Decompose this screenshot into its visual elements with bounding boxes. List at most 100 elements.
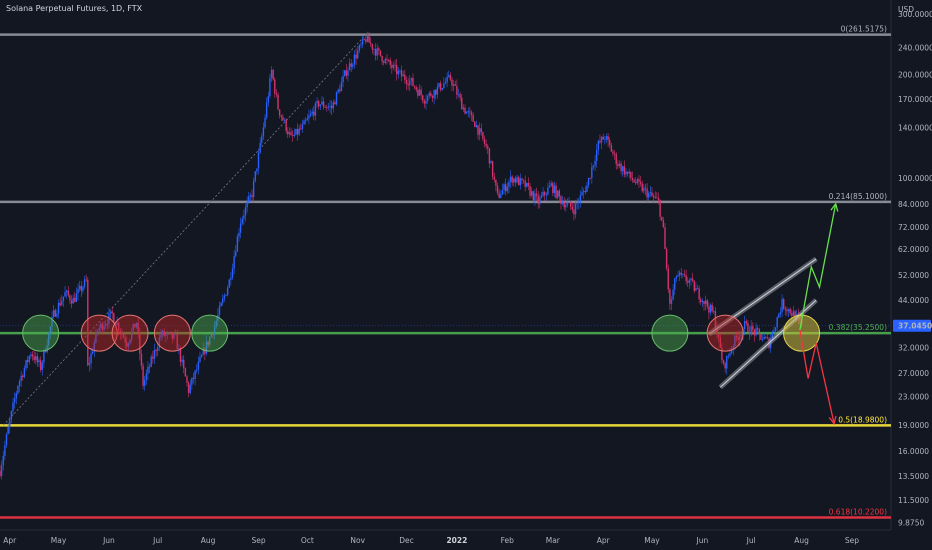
candle-body	[674, 278, 676, 290]
candle-body	[28, 356, 30, 362]
candle-body	[303, 120, 305, 125]
candle-body	[135, 322, 138, 328]
x-tick-label: May	[644, 536, 660, 545]
candle-body	[422, 95, 424, 101]
candle-body	[197, 361, 200, 370]
zone-circle-red	[706, 314, 744, 352]
candle-body	[581, 192, 583, 196]
candle-body	[396, 65, 398, 75]
candle-body	[4, 445, 6, 456]
candle-body	[711, 304, 713, 312]
candle-body	[350, 63, 352, 67]
candle-body	[373, 49, 375, 51]
candle-body	[272, 69, 274, 80]
candle-body	[113, 313, 115, 323]
candle-body	[46, 345, 48, 352]
y-tick-label: 72.0000	[898, 223, 929, 232]
candle-body	[65, 290, 68, 293]
candle-body	[576, 202, 578, 204]
y-tick-label: 9.8750	[898, 519, 924, 528]
candle-body	[620, 163, 622, 172]
candle-body	[139, 333, 141, 354]
candle-body	[39, 360, 42, 371]
candle-body	[654, 197, 656, 199]
candle-body	[431, 95, 434, 98]
candle-body	[610, 144, 613, 152]
candle-body	[335, 92, 338, 105]
candle-body	[509, 176, 512, 182]
candle-body	[311, 111, 313, 114]
candle-body	[443, 83, 445, 89]
candle-body	[83, 279, 86, 287]
candle-body	[20, 375, 22, 382]
candle-body	[126, 342, 128, 347]
candle-body	[726, 355, 728, 369]
candle-body	[379, 50, 382, 56]
candle-body	[171, 332, 174, 339]
candle-body	[392, 64, 395, 68]
x-tick-label: Jun	[696, 536, 709, 545]
candle-body	[552, 183, 554, 194]
candle-body	[467, 111, 469, 113]
candle-body	[184, 368, 187, 377]
candle-body	[439, 83, 442, 90]
candle-body	[52, 310, 55, 317]
candle-body	[122, 334, 125, 338]
candle-body	[448, 75, 450, 77]
candle-body	[560, 196, 562, 204]
candle-body	[370, 42, 372, 45]
candle-body	[495, 179, 497, 186]
candle-body	[462, 107, 465, 110]
candle-body	[578, 202, 580, 203]
candle-body	[622, 166, 624, 172]
candle-body	[249, 195, 252, 197]
candle-body	[765, 337, 767, 338]
candle-body	[491, 161, 494, 177]
candle-body	[231, 268, 234, 278]
candle-body	[539, 197, 541, 204]
candle-body	[77, 289, 79, 294]
candle-body	[345, 70, 348, 76]
candle-body	[13, 398, 16, 403]
candle-body	[223, 295, 226, 299]
x-tick-label: 2022	[446, 536, 467, 545]
candle-body	[91, 351, 94, 354]
candle-body	[724, 363, 726, 369]
candle-body	[119, 330, 122, 333]
candle-body	[241, 218, 243, 224]
candle-body	[15, 393, 17, 399]
candle-body	[103, 326, 105, 330]
candle-body	[191, 377, 193, 385]
candle-body	[181, 359, 183, 362]
candle-body	[739, 335, 741, 341]
candle-body	[465, 111, 468, 114]
candle-body	[100, 323, 102, 329]
candle-body	[461, 97, 463, 110]
candle-body	[215, 320, 217, 327]
candle-body	[72, 297, 74, 304]
candle-body	[306, 118, 308, 121]
candle-body	[209, 337, 211, 345]
candle-body	[493, 176, 495, 180]
candle-body	[357, 50, 359, 59]
candle-body	[417, 89, 419, 96]
candle-body	[111, 311, 113, 314]
candle-body	[703, 301, 705, 304]
candle-body	[22, 375, 24, 377]
y-tick-label: 19.0000	[898, 421, 929, 430]
candle-body	[470, 112, 473, 115]
zone-circle-red	[153, 314, 191, 352]
candle-body	[678, 272, 681, 276]
candle-body	[148, 366, 151, 368]
candle-body	[700, 299, 702, 303]
candle-body	[644, 187, 647, 189]
candle-body	[687, 281, 689, 283]
candle-body	[760, 333, 762, 340]
candle-body	[609, 140, 611, 145]
candle-body	[130, 330, 133, 340]
candle-body	[261, 136, 263, 143]
candle-body	[568, 201, 570, 203]
candle-body	[672, 289, 674, 300]
candle-body	[735, 335, 738, 338]
